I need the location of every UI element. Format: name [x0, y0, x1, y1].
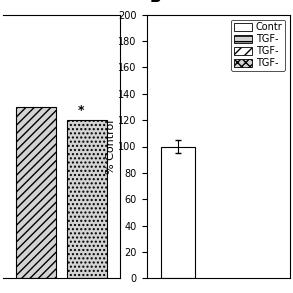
Text: B: B	[150, 0, 161, 5]
Bar	[161, 146, 195, 278]
Bar	[16, 107, 56, 278]
Bar	[67, 120, 107, 278]
Y-axis label: % Control: % Control	[105, 119, 115, 174]
Legend: Contr, TGF-, TGF-, TGF-: Contr, TGF-, TGF-, TGF-	[231, 20, 285, 71]
Text: *: *	[78, 105, 85, 117]
